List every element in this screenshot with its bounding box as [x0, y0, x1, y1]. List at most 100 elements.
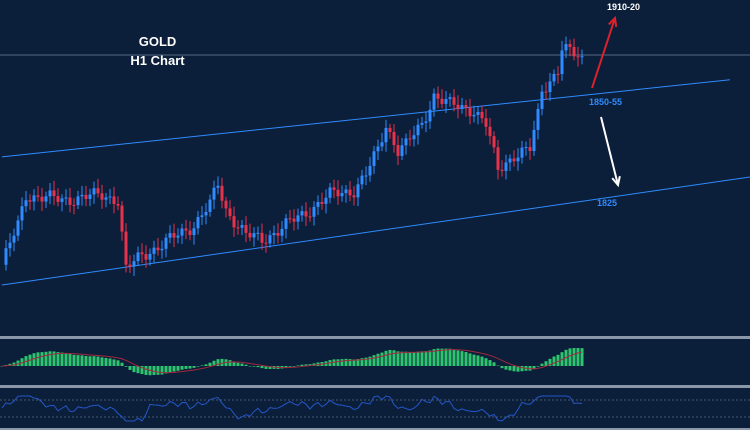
macd-histogram-bar [400, 351, 404, 366]
macd-histogram-bar [428, 350, 432, 366]
candle-body [412, 135, 416, 140]
macd-histogram-bar [492, 362, 496, 366]
macd-histogram-bar [12, 362, 16, 366]
candle-body [364, 175, 368, 177]
candle-body [432, 93, 436, 110]
candle-body [108, 196, 112, 198]
macd-histogram-bar [308, 364, 312, 366]
macd-histogram-bar [380, 352, 384, 366]
macd-histogram-bar [208, 362, 212, 366]
macd-histogram-bar [436, 348, 440, 366]
level-label-support: 1825 [597, 198, 618, 208]
macd-histogram-bar [16, 360, 20, 366]
macd-histogram-bar [488, 360, 492, 366]
candle-body [580, 56, 584, 58]
macd-histogram-bar [196, 366, 200, 367]
candle-body [156, 247, 160, 251]
macd-histogram-bar [112, 359, 116, 366]
candle-body [232, 216, 236, 228]
candle-body [200, 215, 204, 217]
candle-body [8, 242, 12, 249]
macd-histogram-bar [352, 359, 356, 366]
candle-body [352, 195, 356, 198]
candle-body [444, 99, 448, 104]
candle-body [524, 147, 528, 149]
macd-histogram-bar [80, 355, 84, 366]
candle-body [396, 145, 400, 156]
macd-histogram-bar [456, 350, 460, 366]
candle-body [96, 188, 100, 194]
macd-histogram-bar [244, 364, 248, 366]
macd-histogram-bar [136, 366, 140, 374]
macd-histogram-bar [76, 355, 80, 366]
candle-body [456, 104, 460, 109]
macd-histogram-bar [236, 362, 240, 366]
macd-histogram-bar [376, 353, 380, 366]
candle-body [496, 147, 500, 170]
macd-histogram-bar [420, 351, 424, 366]
macd-histogram-bar [72, 354, 76, 366]
macd-histogram-bar [468, 353, 472, 366]
macd-histogram-bar [412, 352, 416, 366]
macd-histogram-bar [228, 360, 232, 366]
macd-histogram-bar [300, 364, 304, 366]
macd-histogram-bar [368, 356, 372, 366]
macd-histogram-bar [40, 352, 44, 366]
macd-histogram-bar [580, 348, 584, 366]
candle-body [532, 129, 536, 151]
candle-body [428, 109, 432, 122]
macd-histogram-bar [84, 355, 88, 366]
candle-body [360, 175, 364, 185]
candle-body [188, 230, 192, 236]
candle-body [72, 204, 76, 206]
target-label-up: 1910-20 [607, 2, 641, 12]
candle-body [404, 138, 408, 146]
candle-body [460, 105, 464, 109]
candle-body [128, 264, 132, 267]
bearish-arrow [600, 116, 619, 186]
macd-histogram-bar [344, 358, 348, 366]
channel-lower-line [1, 176, 750, 286]
macd-histogram-bar [516, 366, 520, 372]
candle-body [564, 44, 568, 51]
macd-histogram-bar [192, 366, 196, 368]
candle-body [508, 158, 512, 163]
candle-body [164, 237, 168, 249]
candle-body [100, 193, 104, 200]
candle-body [132, 261, 136, 267]
candle-body [144, 254, 148, 260]
pane-separator [0, 385, 750, 388]
bearish-arrow-head [611, 175, 621, 188]
oscillator-line [1, 395, 583, 422]
candle-body [120, 205, 124, 232]
candle-body [388, 127, 392, 132]
chart-symbol: GOLD [138, 34, 177, 49]
candle-body [436, 93, 440, 99]
macd-histogram-bar [556, 354, 560, 366]
candle-body [344, 189, 348, 194]
candle-body [56, 196, 60, 202]
macd-histogram-bar [152, 366, 156, 375]
macd-histogram-bar [184, 366, 188, 369]
pane-separator [0, 428, 750, 430]
candle-body [204, 211, 208, 216]
candle-body [264, 242, 268, 244]
candle-body [76, 196, 80, 206]
candle-body [320, 202, 324, 204]
macd-histogram-bar [88, 356, 92, 366]
macd-histogram-bar [156, 366, 160, 375]
candle-body [292, 218, 296, 222]
candle-body [28, 200, 32, 202]
candle-body [440, 98, 444, 104]
candle-body [80, 194, 84, 197]
candle-body [400, 145, 404, 156]
macd-histogram-bar [576, 348, 580, 366]
macd-histogram-bar [216, 359, 220, 366]
candle-body [88, 194, 92, 200]
macd-histogram-bar [56, 352, 60, 366]
candle-body [64, 197, 68, 199]
candle-body [492, 136, 496, 148]
macd-histogram-bar [96, 356, 100, 366]
macd-histogram-bar [512, 366, 516, 372]
